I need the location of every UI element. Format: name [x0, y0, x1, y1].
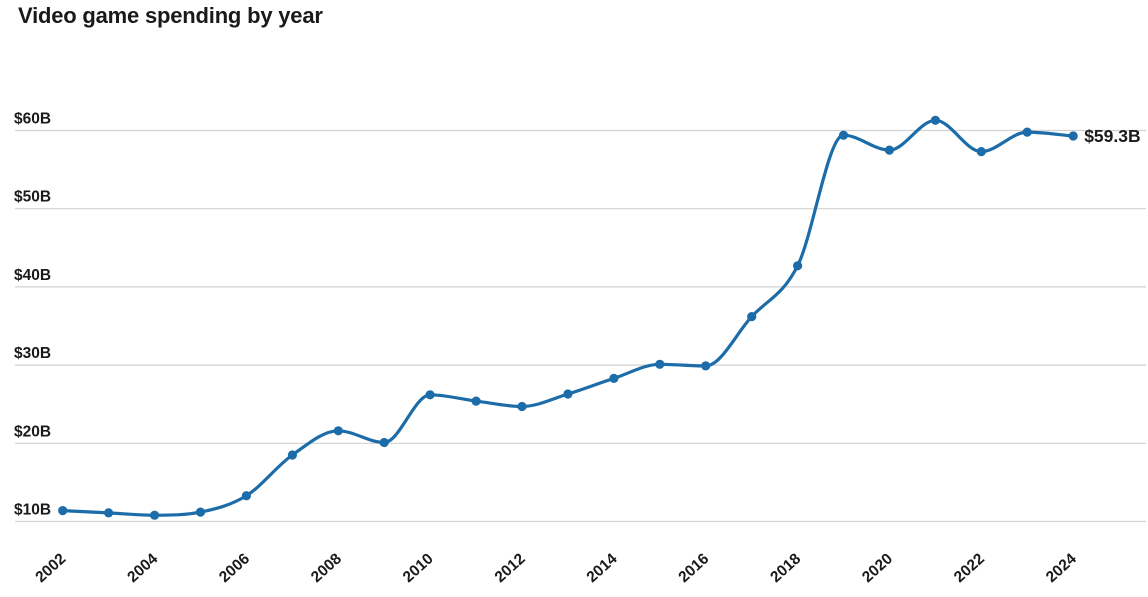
y-tick-label-60b: $60B	[14, 111, 51, 128]
end-value-label: $59.3B	[1084, 126, 1140, 146]
x-tick-label-2002: 2002	[32, 550, 69, 586]
data-point-2014	[609, 373, 619, 383]
data-point-2020	[884, 145, 895, 155]
data-point-2007	[287, 450, 297, 460]
x-tick-label-2004: 2004	[124, 550, 161, 586]
data-point-2015	[655, 359, 665, 369]
data-point-2006	[241, 491, 251, 501]
x-tick-label-2012: 2012	[492, 550, 529, 586]
y-tick-label-50b: $50B	[14, 189, 51, 206]
x-tick-label-2014: 2014	[584, 550, 621, 586]
data-point-2011	[471, 396, 481, 406]
chart-title: Video game spending by year	[18, 3, 323, 28]
y-tick-label-30b: $30B	[14, 345, 51, 362]
gridlines	[15, 129, 1146, 523]
data-point-2003	[104, 508, 114, 518]
data-point-2023	[1022, 127, 1032, 137]
x-tick-label-2020: 2020	[859, 550, 896, 586]
x-tick-label-2016: 2016	[675, 550, 712, 586]
data-point-2021	[930, 115, 941, 125]
x-tick-label-2006: 2006	[216, 550, 253, 586]
x-axis-labels: 2002 2004 2006 2008 2010 2012 2014 2016 2018 2020…	[32, 550, 1080, 586]
data-points	[58, 115, 1078, 520]
data-point-2022	[976, 147, 986, 157]
y-tick-label-40b: $40B	[14, 267, 51, 284]
data-point-2004	[150, 510, 160, 520]
data-point-2013	[563, 389, 573, 399]
data-point-2008	[333, 426, 343, 436]
x-tick-label-2024: 2024	[1043, 550, 1080, 586]
data-point-2010	[425, 390, 435, 400]
data-point-2016	[701, 361, 711, 371]
x-tick-label-2010: 2010	[400, 550, 437, 586]
spending-line	[61, 118, 1075, 517]
x-tick-label-2018: 2018	[767, 550, 804, 586]
x-tick-label-2008: 2008	[308, 550, 345, 586]
data-point-2002	[58, 506, 68, 516]
data-point-2005	[195, 507, 206, 517]
data-point-2009	[379, 437, 389, 448]
data-point-2017	[747, 312, 757, 322]
data-point-2018	[793, 261, 803, 271]
data-point-2012	[517, 401, 527, 412]
x-tick-label-2022: 2022	[951, 550, 988, 586]
y-tick-label-20b: $20B	[14, 423, 51, 440]
y-axis-labels: $10B $20B $30B $40B $50B $60B	[14, 111, 51, 519]
y-tick-label-10b: $10B	[14, 502, 51, 519]
data-point-2024	[1068, 131, 1078, 141]
data-point-2019	[838, 130, 849, 140]
